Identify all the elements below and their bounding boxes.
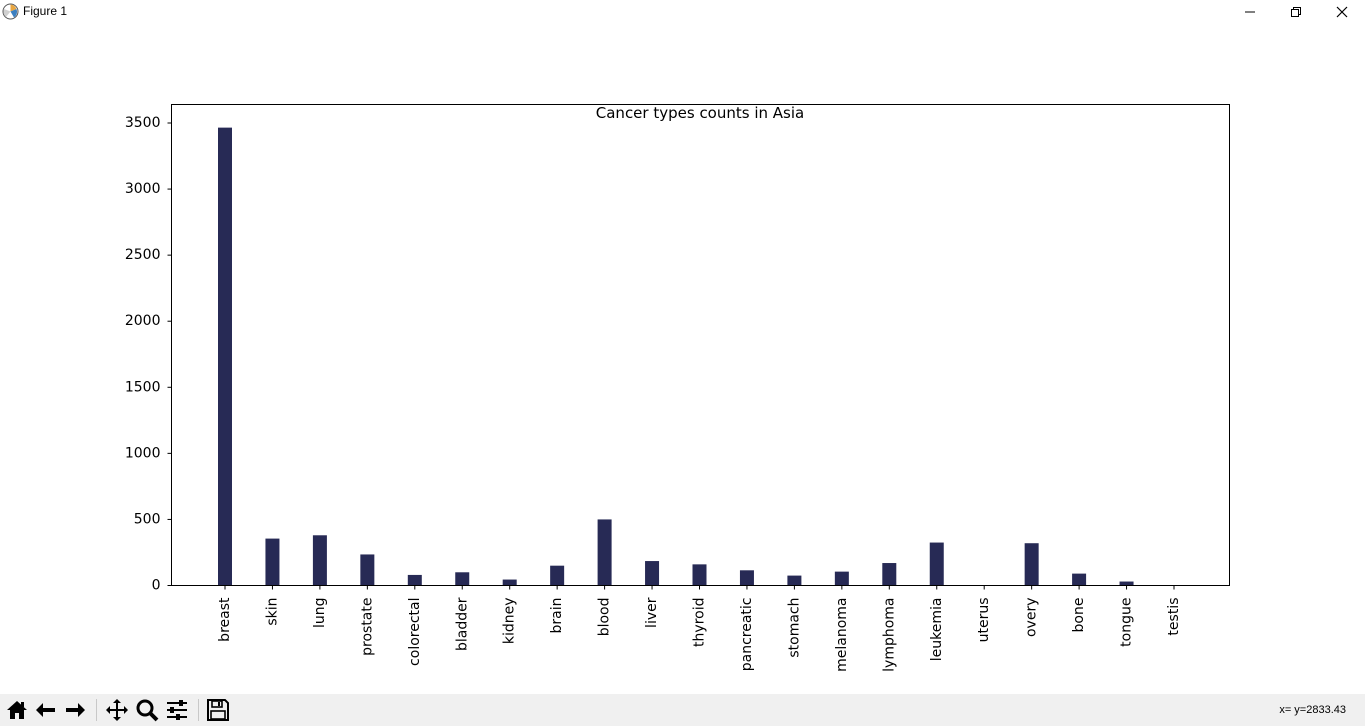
x-tick-label-stomach: stomach (786, 598, 802, 658)
x-tick-label-uterus: uterus (976, 598, 992, 643)
x-tick-label-pancreatic: pancreatic (739, 598, 755, 672)
x-tick-label-leukemia: leukemia (929, 598, 945, 662)
x-tick-label-melanoma: melanoma (834, 598, 850, 672)
save-button[interactable] (205, 697, 231, 723)
bar-thyroid (692, 564, 707, 586)
bar-pancreatic (739, 570, 754, 586)
forward-button[interactable] (62, 697, 88, 723)
minimize-icon (1245, 11, 1255, 13)
restore-icon (1291, 7, 1301, 17)
bar-bone (1072, 573, 1087, 586)
configure-subplots-button[interactable] (164, 697, 190, 723)
bar-skin (265, 538, 280, 586)
x-tick-label-brain: brain (549, 598, 565, 634)
y-tick-label: 3500 (125, 115, 161, 131)
x-tick-label-thyroid: thyroid (692, 598, 708, 647)
bar-melanoma (834, 571, 849, 586)
window-title: Figure 1 (23, 4, 68, 18)
bar-colorectal (407, 574, 422, 586)
x-tick-label-overy: overy (1024, 598, 1040, 638)
x-tick-label-skin: skin (264, 598, 280, 626)
bar-prostate (360, 554, 375, 586)
x-tick-label-bladder: bladder (454, 597, 470, 651)
x-tick-label-colorectal: colorectal (407, 598, 423, 666)
x-tick-label-tongue: tongue (1119, 598, 1135, 647)
toolbar-separator (198, 699, 199, 721)
move-icon (106, 699, 128, 721)
chart-title: Cancer types counts in Asia (595, 104, 805, 122)
bar-stomach (787, 575, 802, 586)
cursor-coordinates: x= y=2833.43 (1279, 704, 1346, 716)
x-tick-label-bone: bone (1071, 598, 1087, 633)
bar-breast (218, 127, 232, 586)
zoom-button[interactable] (134, 697, 160, 723)
floppy-disk-icon (207, 699, 229, 721)
x-tick-label-testis: testis (1166, 598, 1182, 636)
back-button[interactable] (33, 697, 59, 723)
y-tick-label: 3000 (125, 181, 161, 197)
bar-kidney (502, 579, 517, 586)
close-button[interactable] (1319, 0, 1365, 24)
home-icon (7, 701, 27, 719)
x-tick-label-kidney: kidney (502, 598, 518, 645)
plot-frame (171, 104, 1230, 586)
y-tick-label: 500 (134, 511, 161, 527)
window-titlebar: Figure 1 (0, 0, 1365, 24)
arrow-right-icon (66, 703, 85, 717)
bar-tongue (1119, 581, 1134, 586)
y-tick-label: 1000 (125, 445, 161, 461)
x-tick-label-breast: breast (217, 597, 233, 642)
navigation-toolbar: x= y=2833.43 (0, 694, 1365, 726)
x-tick-label-liver: liver (644, 597, 660, 628)
bar-brain (550, 565, 565, 586)
y-tick-label: 2000 (125, 313, 161, 329)
home-button[interactable] (4, 697, 30, 723)
bar-lymphoma (882, 563, 897, 586)
minimize-button[interactable] (1227, 0, 1273, 24)
bar-liver (645, 561, 660, 586)
y-tick-label: 0 (152, 578, 161, 594)
x-tick-label-prostate: prostate (359, 598, 375, 656)
bar-lung (312, 535, 327, 586)
x-tick-label-lung: lung (312, 598, 328, 629)
bar-chart: 0 500 1000 1500 2000 2500 3000 3500 breast skin l… (125, 104, 1230, 672)
sliders-icon (167, 700, 187, 720)
bar-blood (597, 519, 612, 586)
restore-button[interactable] (1273, 0, 1319, 24)
close-icon (1336, 6, 1348, 18)
x-tick-label-lymphoma: lymphoma (881, 598, 897, 672)
y-tick-label: 1500 (125, 379, 161, 395)
bar-leukemia (929, 542, 944, 586)
matplotlib-logo-icon (2, 3, 19, 20)
arrow-left-icon (36, 703, 55, 717)
y-tick-label: 2500 (125, 247, 161, 263)
toolbar-separator (96, 699, 97, 721)
x-tick-label-blood: blood (597, 598, 613, 637)
bar-bladder (455, 572, 470, 586)
magnifier-icon (136, 699, 159, 722)
pan-button[interactable] (104, 697, 130, 723)
bar-overy (1024, 543, 1039, 586)
figure-canvas[interactable]: Cancer types counts in Asia 0 500 1000 1500… (0, 24, 1365, 694)
